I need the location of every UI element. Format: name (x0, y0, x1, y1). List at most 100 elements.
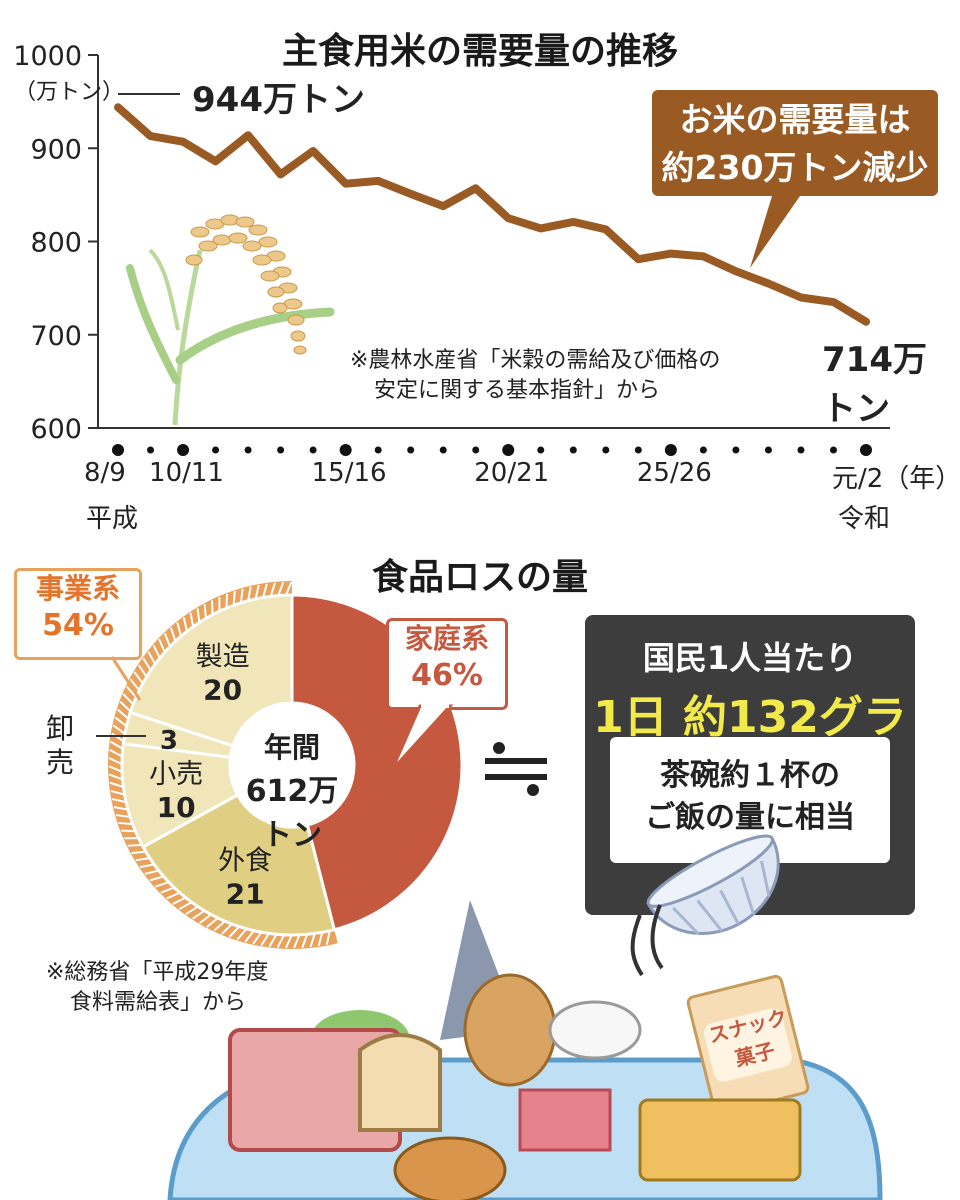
pie-slice-label: 外食 (218, 845, 272, 876)
ring-hatch (317, 933, 323, 947)
ring-hatch (152, 644, 161, 658)
y-tick-label: 800 (30, 228, 82, 259)
pie-chart-title: 食品ロスの量 (371, 557, 588, 598)
y-tick-label: 600 (30, 414, 82, 445)
ring-hatch (116, 708, 129, 719)
ring-hatch (154, 881, 169, 888)
ring-hatch (199, 914, 211, 924)
pie-slice-business (140, 792, 337, 937)
ring-hatch (110, 789, 124, 796)
x-tick-dot (244, 446, 252, 454)
x-tick-dot (147, 446, 155, 454)
ring-hatch (108, 757, 122, 765)
x-tick-dot (472, 446, 480, 454)
x-tick-label: 20/21 (474, 458, 550, 488)
ring-hatch (111, 798, 126, 803)
per-capita-panel: 国民1人当たり 1日 約132グラム 茶碗約１杯の ご飯の量に相当 (585, 615, 915, 915)
rice-source-note: ※農林水産省「米穀の需給及び価格の 安定に関する基本指針」から (350, 346, 720, 406)
wholesale-outside-label: 卸売 (46, 712, 75, 779)
line-chart-title: 主食用米の需要量の推移 (281, 31, 678, 72)
ring-hatch (301, 935, 308, 949)
ring-hatch (236, 928, 247, 941)
ring-hatch (108, 773, 122, 780)
household-label: 家庭系 (404, 622, 489, 655)
ring-hatch (276, 935, 285, 948)
ring-hatch (232, 591, 236, 605)
x-tick-dot (212, 446, 220, 454)
business-group-value: 54% (42, 608, 114, 643)
x-tick-label: 8/9 (84, 458, 126, 488)
ring-hatch (192, 910, 205, 920)
x-tick-dot (699, 446, 707, 454)
x-tick-label: 25/26 (636, 458, 712, 488)
x-tick-dot (502, 444, 515, 456)
x-tick-dot (112, 444, 124, 456)
line-chart: 600 700 800 900 1000 (13, 41, 890, 456)
x-tick-dot (732, 446, 740, 454)
ring-hatch (210, 600, 214, 614)
x-tick-dot (829, 446, 837, 454)
household-value: 46% (411, 658, 483, 693)
ring-hatch (206, 917, 218, 928)
tuna-icon (518, 1088, 612, 1152)
ring-hatch (185, 906, 198, 915)
equivalent-line2: ご飯の量に相当 (645, 800, 855, 835)
pie-slice-value: 21 (226, 877, 265, 910)
approx-equal-icon (485, 742, 547, 796)
ring-hatch (109, 748, 122, 757)
ring-hatch (166, 892, 180, 900)
motion-line-1 (630, 914, 644, 977)
ring-hatch (247, 586, 252, 600)
x-tick-dot (569, 446, 577, 454)
ring-hatch (115, 814, 130, 818)
pie-slice-value: 3 (160, 726, 178, 756)
ring-hatch (127, 844, 141, 847)
business-group-tag: 事業系 54% (14, 568, 142, 660)
bread-icon (358, 1033, 442, 1132)
era-label-heisei: 平成 (86, 504, 139, 534)
x-tick-label: 15/16 (311, 458, 387, 488)
ring-hatch (147, 651, 156, 664)
ring-hatch (109, 781, 123, 788)
ring-hatch (169, 627, 177, 641)
x-tick-dot (664, 444, 677, 456)
pie-center-line1: 年間 (263, 731, 320, 764)
start-value-label: 944万トン (192, 80, 365, 120)
ring-hatch (270, 582, 276, 596)
era-label-reiwa: 令和 (838, 504, 891, 534)
pie-slice-value: 20 (203, 674, 242, 707)
x-tick-label: 元/2（年） (832, 464, 960, 494)
end-value-label: 714万トン (822, 340, 927, 429)
callout-pointer (750, 196, 800, 268)
x-tick-dot (339, 444, 352, 456)
y-tick-label: 1000 (13, 41, 82, 72)
x-tick-dot (277, 446, 285, 454)
ring-hatch (277, 581, 285, 595)
ring-hatch (309, 934, 316, 948)
ring-hatch (196, 608, 201, 622)
ring-hatch (285, 581, 293, 595)
ring-hatch (189, 612, 194, 626)
ring-hatch (118, 821, 132, 825)
ring-hatch (239, 588, 244, 602)
rice-plant-illustration (126, 214, 335, 426)
ring-hatch (244, 930, 255, 943)
x-tick-dot (764, 446, 772, 454)
ring-hatch (252, 932, 262, 945)
motion-line-2 (650, 904, 664, 970)
ring-hatch (203, 604, 207, 618)
demand-line (114, 103, 870, 326)
lunch-box-icon (638, 1098, 802, 1182)
x-tick-dot (439, 446, 447, 454)
ring-hatch (111, 732, 124, 742)
ring-hatch (149, 875, 163, 882)
ring-hatch (268, 934, 277, 948)
y-unit-label: （万トン） (14, 80, 125, 105)
pie-slice-label: 小売 (149, 759, 203, 790)
business-group-label: 事業系 (35, 572, 120, 605)
pie-source-line1: ※総務省「平成29年度 (46, 960, 269, 985)
pie-slice-business (128, 593, 294, 748)
x-tick-dot (634, 446, 642, 454)
ring-hatch (182, 617, 188, 631)
